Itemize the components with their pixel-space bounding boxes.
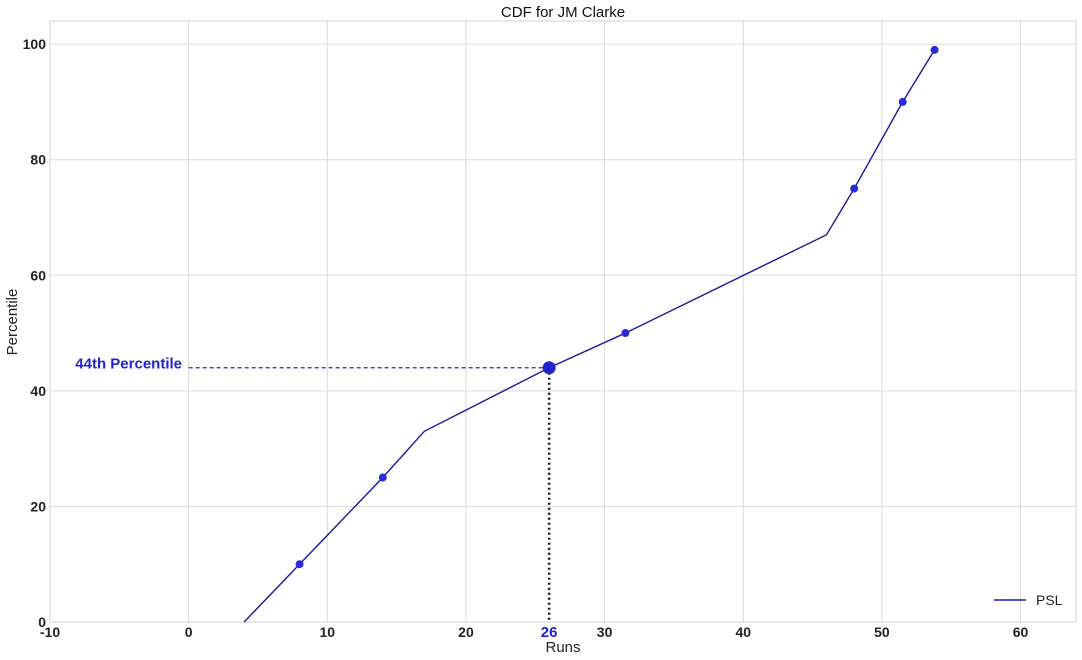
x-tick-label: -10: [40, 624, 60, 640]
y-tick-label: 80: [30, 152, 46, 168]
y-tick-label: 40: [30, 383, 46, 399]
x-axis-label: Runs: [545, 639, 580, 656]
series-lines: [243, 49, 936, 623]
data-point: [621, 329, 630, 338]
x-tick-label: 30: [597, 624, 613, 640]
x-tick-labels: -10 0 10 20 30 40 50 60: [40, 624, 1029, 640]
chart-title: CDF for JM Clarke: [501, 4, 625, 21]
y-tick-label: 0: [38, 614, 46, 630]
highlight-point: [542, 361, 556, 375]
plot-area: [49, 20, 1077, 623]
x-tick-label: 60: [1013, 624, 1029, 640]
series-markers: [295, 45, 939, 569]
axes-frame: [49, 20, 1077, 623]
highlight-annotation: 44th Percentile 26: [75, 356, 557, 641]
series-line-psl: [243, 49, 936, 623]
legend: PSL: [994, 592, 1063, 608]
y-axis-label: Percentile: [4, 289, 21, 356]
y-tick-labels: 0 20 40 60 80 100: [23, 36, 47, 630]
highlight-percentile-label: 44th Percentile: [75, 356, 182, 373]
data-point: [850, 184, 859, 193]
data-point: [898, 97, 907, 106]
x-tick-label: 50: [874, 624, 890, 640]
grid: [49, 21, 1076, 623]
y-tick-label: 60: [30, 267, 46, 283]
x-tick-label: 20: [458, 624, 474, 640]
y-tick-label: 100: [23, 36, 47, 52]
y-tick-label: 20: [30, 498, 46, 514]
data-point: [295, 560, 304, 569]
x-tick-label: 0: [185, 624, 193, 640]
x-tick-label: 40: [735, 624, 751, 640]
percentile-guide-lines: [188, 367, 551, 622]
highlight-x-label: 26: [541, 624, 558, 641]
legend-label-psl: PSL: [1036, 592, 1063, 608]
data-point: [378, 473, 387, 482]
x-tick-label: 10: [320, 624, 336, 640]
data-point: [930, 45, 939, 54]
